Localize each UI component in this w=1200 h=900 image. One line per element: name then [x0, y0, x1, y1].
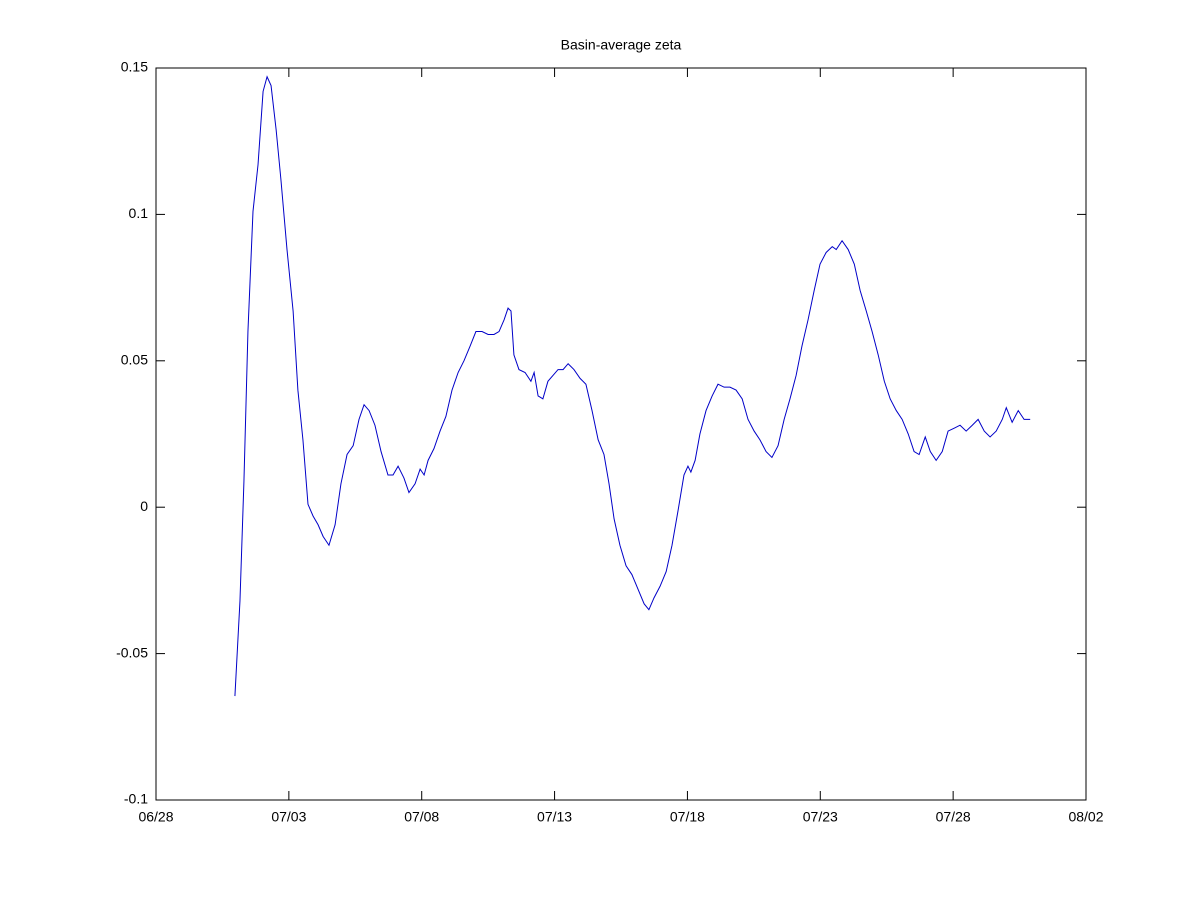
data-line — [234, 75, 1031, 697]
x-tick-label: 07/08 — [404, 809, 439, 825]
x-tick-label: 07/13 — [537, 809, 572, 825]
y-tick-label: 0.05 — [121, 352, 148, 368]
y-tick-label: 0 — [140, 498, 148, 514]
y-tick-label: 0.15 — [121, 59, 148, 75]
x-tick-label: 07/03 — [271, 809, 306, 825]
x-tick-label: 08/02 — [1068, 809, 1103, 825]
y-tick-label: -0.05 — [116, 644, 148, 660]
plot-frame — [155, 67, 1087, 801]
x-tick-label: 07/18 — [670, 809, 705, 825]
x-tick-label: 07/23 — [803, 809, 838, 825]
chart-title: Basin-average zeta — [561, 37, 682, 53]
x-tick-label: 07/28 — [936, 809, 971, 825]
y-tick-label: 0.1 — [129, 205, 149, 221]
y-tick-label: -0.1 — [124, 791, 148, 807]
x-tick-label: 06/28 — [138, 809, 173, 825]
